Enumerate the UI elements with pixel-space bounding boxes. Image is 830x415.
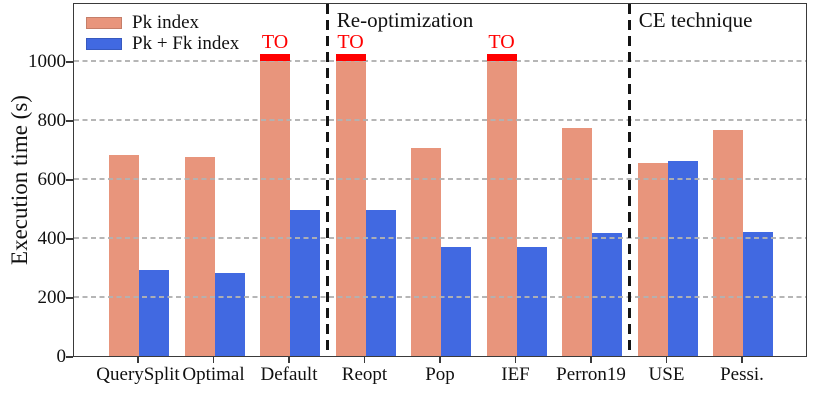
- legend-label-pk-index: Pk index: [132, 12, 200, 33]
- x-tick-mark-2: [288, 357, 290, 363]
- bar-reopt-pk-fk: [365, 210, 396, 356]
- x-tick-label-ief: IEF: [501, 364, 530, 385]
- legend-swatch-pk-index: [86, 16, 122, 29]
- x-tick-label-querysplit: QuerySplit: [96, 364, 180, 385]
- x-tick-mark-7: [665, 357, 668, 363]
- legend-swatch-pk-fk-index: [86, 37, 122, 50]
- x-tick-mark-5: [514, 357, 517, 363]
- x-tick-mark-6: [590, 357, 592, 363]
- bar-pessi-pk: [713, 130, 743, 356]
- bar-ief-pk-fk: [516, 247, 547, 356]
- y-tick-mark-600: [66, 179, 73, 181]
- bar-querysplit-pk-fk: [139, 269, 169, 356]
- bar-querysplit-pk: [109, 155, 139, 356]
- gridline-600: [74, 178, 806, 180]
- timeout-cap-reopt: [335, 54, 366, 61]
- y-tick-mark-200: [66, 297, 73, 299]
- bar-optimal-pk-fk: [214, 273, 245, 356]
- timeout-label-default: TO: [261, 31, 289, 53]
- bar-ief-pk: [486, 61, 517, 356]
- x-tick-label-perron19: Perron19: [556, 364, 626, 385]
- y-tick-label-800: 800: [37, 110, 67, 131]
- timeout-cap-ief: [486, 54, 517, 61]
- bar-perron19-pk-fk: [592, 233, 622, 356]
- bar-pessi-pk-fk: [743, 232, 773, 356]
- y-tick-label-200: 200: [37, 287, 67, 308]
- x-tick-label-optimal: Optimal: [182, 364, 245, 385]
- legend: Pk index Pk + Fk index: [86, 12, 239, 54]
- bar-perron19-pk: [562, 128, 592, 356]
- bar-use-pk: [637, 163, 668, 356]
- bar-default-pk: [260, 61, 290, 356]
- y-tick-mark-0: [66, 356, 73, 358]
- plot-area: TO TO TO Re-optimization CE technique: [73, 3, 807, 357]
- legend-item-pk-fk-index: Pk + Fk index: [86, 33, 239, 54]
- section-separator-1: [326, 4, 330, 356]
- x-tick-label-pop: Pop: [425, 364, 455, 385]
- x-tick-mark-1: [212, 357, 215, 363]
- x-tick-mark-4: [439, 357, 441, 363]
- section-label-ce-technique: CE technique: [638, 8, 753, 32]
- gridline-800: [74, 119, 806, 121]
- gridline-1000: [74, 60, 806, 62]
- y-tick-label-0: 0: [56, 346, 67, 367]
- bar-reopt-pk: [335, 61, 366, 356]
- legend-item-pk-index: Pk index: [86, 12, 239, 33]
- section-label-re-optimization: Re-optimization: [336, 8, 474, 32]
- y-tick-mark-400: [66, 238, 73, 240]
- y-tick-label-600: 600: [37, 169, 67, 190]
- timeout-label-ief: TO: [488, 31, 515, 53]
- section-separator-2: [628, 4, 632, 356]
- y-tick-mark-1000: [66, 61, 73, 63]
- bar-pop-pk-fk: [441, 247, 471, 356]
- y-tick-mark-800: [66, 120, 73, 122]
- gridline-400: [74, 237, 806, 239]
- x-tick-mark-8: [741, 357, 743, 363]
- x-tick-label-reopt: Reopt: [341, 364, 388, 385]
- y-tick-label-400: 400: [37, 228, 67, 249]
- bar-default-pk-fk: [290, 209, 320, 356]
- gridline-200: [74, 296, 806, 298]
- timeout-cap-default: [260, 54, 290, 61]
- x-tick-mark-0: [137, 357, 139, 363]
- bar-use-pk-fk: [667, 160, 698, 356]
- timeout-label-reopt: TO: [337, 31, 364, 53]
- y-tick-label-1000: 1000: [28, 51, 66, 72]
- bar-pop-pk: [411, 148, 441, 356]
- x-tick-label-default: Default: [260, 364, 318, 385]
- x-tick-label-use: USE: [648, 364, 685, 385]
- x-tick-label-pessi: Pessi.: [720, 364, 764, 385]
- bar-optimal-pk: [184, 157, 215, 356]
- x-tick-mark-3: [363, 357, 366, 363]
- legend-label-pk-fk-index: Pk + Fk index: [132, 33, 240, 54]
